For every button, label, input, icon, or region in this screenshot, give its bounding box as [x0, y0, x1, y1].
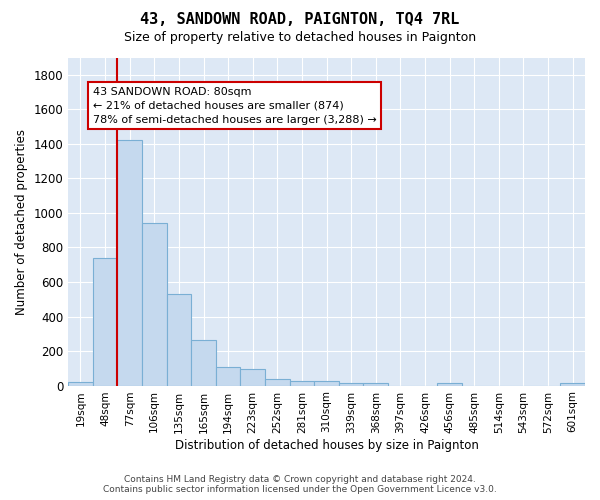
- Bar: [265, 378, 290, 386]
- Bar: [437, 383, 462, 386]
- Bar: [339, 383, 364, 386]
- Bar: [241, 369, 265, 386]
- Bar: [167, 294, 191, 386]
- Bar: [364, 384, 388, 386]
- Bar: [118, 140, 142, 386]
- Bar: [68, 382, 93, 386]
- Text: Size of property relative to detached houses in Paignton: Size of property relative to detached ho…: [124, 31, 476, 44]
- Bar: [560, 383, 585, 386]
- Text: 43 SANDOWN ROAD: 80sqm
← 21% of detached houses are smaller (874)
78% of semi-de: 43 SANDOWN ROAD: 80sqm ← 21% of detached…: [93, 87, 377, 125]
- Bar: [290, 380, 314, 386]
- Text: 43, SANDOWN ROAD, PAIGNTON, TQ4 7RL: 43, SANDOWN ROAD, PAIGNTON, TQ4 7RL: [140, 12, 460, 28]
- X-axis label: Distribution of detached houses by size in Paignton: Distribution of detached houses by size …: [175, 440, 479, 452]
- Bar: [314, 380, 339, 386]
- Bar: [142, 224, 167, 386]
- Text: Contains HM Land Registry data © Crown copyright and database right 2024.
Contai: Contains HM Land Registry data © Crown c…: [103, 474, 497, 494]
- Bar: [191, 340, 216, 386]
- Y-axis label: Number of detached properties: Number of detached properties: [15, 128, 28, 314]
- Bar: [93, 258, 118, 386]
- Bar: [216, 368, 241, 386]
